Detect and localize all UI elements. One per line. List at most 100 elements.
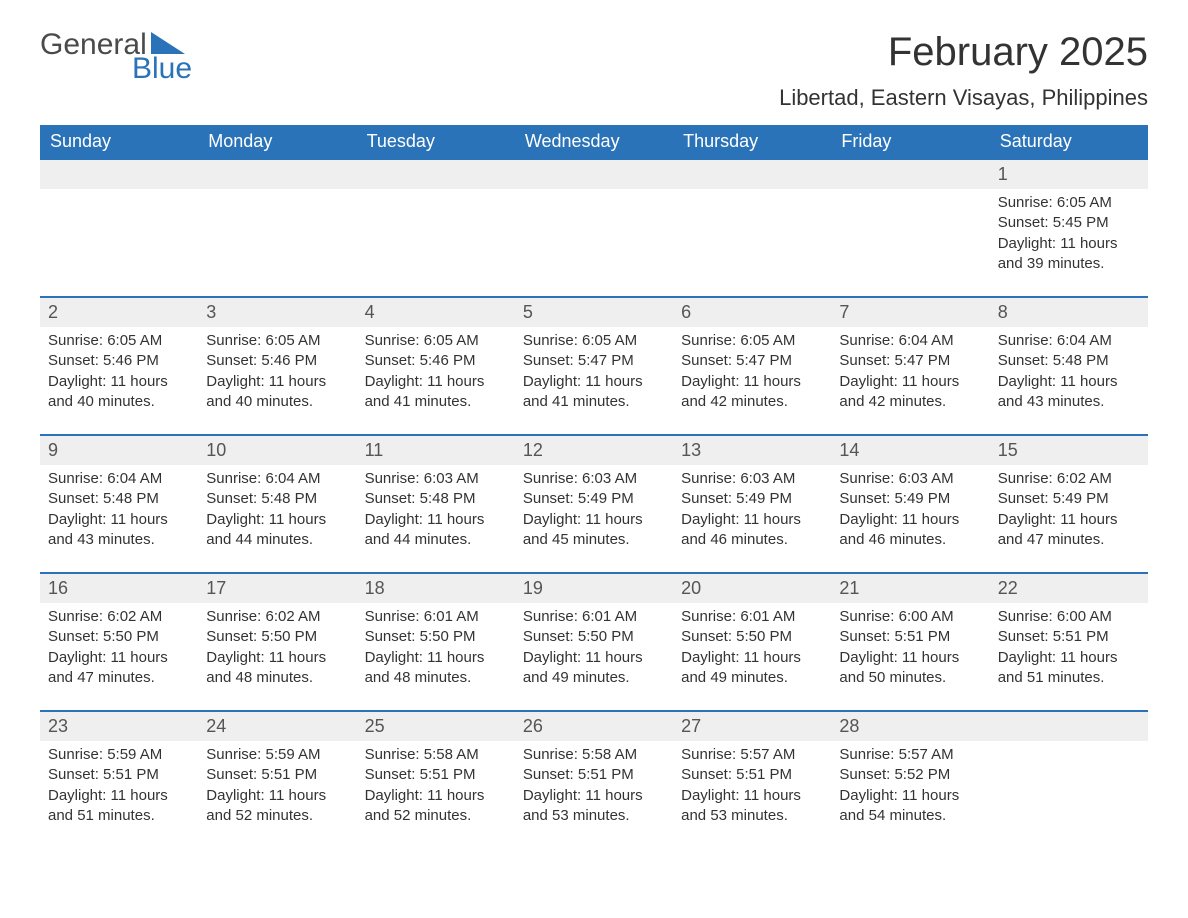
weekday-header: Sunday [40,125,198,159]
sunrise-line: Sunrise: 6:04 AM [48,469,190,489]
daylight-line: Daylight: 11 hours and 48 minutes. [365,648,507,689]
daylight-line: Daylight: 11 hours and 49 minutes. [523,648,665,689]
day-details: Sunrise: 5:59 AMSunset: 5:51 PMDaylight:… [206,745,348,826]
daylight-line: Daylight: 11 hours and 54 minutes. [839,786,981,827]
daynum-bar-empty [515,160,673,189]
calendar-cell-empty [515,159,673,297]
daylight-line: Daylight: 11 hours and 49 minutes. [681,648,823,689]
day-number: 14 [831,436,989,465]
sunrise-line: Sunrise: 6:05 AM [48,331,190,351]
day-details: Sunrise: 6:03 AMSunset: 5:48 PMDaylight:… [365,469,507,550]
daylight-line: Daylight: 11 hours and 51 minutes. [998,648,1140,689]
sunset-line: Sunset: 5:47 PM [839,351,981,371]
day-number: 1 [990,160,1148,189]
sunrise-line: Sunrise: 6:02 AM [48,607,190,627]
calendar-cell: 22Sunrise: 6:00 AMSunset: 5:51 PMDayligh… [990,573,1148,711]
daylight-line: Daylight: 11 hours and 39 minutes. [998,234,1140,275]
sunrise-line: Sunrise: 6:03 AM [839,469,981,489]
day-number: 23 [40,712,198,741]
daylight-line: Daylight: 11 hours and 44 minutes. [365,510,507,551]
calendar-cell: 10Sunrise: 6:04 AMSunset: 5:48 PMDayligh… [198,435,356,573]
calendar-cell: 1Sunrise: 6:05 AMSunset: 5:45 PMDaylight… [990,159,1148,297]
sunset-line: Sunset: 5:50 PM [523,627,665,647]
day-number: 27 [673,712,831,741]
day-number: 6 [673,298,831,327]
weekday-header: Wednesday [515,125,673,159]
sunset-line: Sunset: 5:51 PM [681,765,823,785]
sunset-line: Sunset: 5:50 PM [365,627,507,647]
calendar-cell-empty [357,159,515,297]
day-details: Sunrise: 6:04 AMSunset: 5:47 PMDaylight:… [839,331,981,412]
calendar-week-row: 23 Sunrise: 5:59 AMSunset: 5:51 PMDayligh… [40,711,1148,848]
day-details: Sunrise: 6:05 AMSunset: 5:47 PMDaylight:… [523,331,665,412]
sunset-line: Sunset: 5:49 PM [681,489,823,509]
day-details: Sunrise: 6:05 AMSunset: 5:47 PMDaylight:… [681,331,823,412]
sunrise-line: Sunrise: 6:03 AM [681,469,823,489]
day-number: 26 [515,712,673,741]
day-details: Sunrise: 5:58 AMSunset: 5:51 PMDaylight:… [523,745,665,826]
day-number: 22 [990,574,1148,603]
sunset-line: Sunset: 5:49 PM [523,489,665,509]
sunrise-line: Sunrise: 5:57 AM [839,745,981,765]
day-number: 24 [198,712,356,741]
day-number: 16 [40,574,198,603]
sunset-line: Sunset: 5:51 PM [365,765,507,785]
sunrise-line: Sunrise: 6:04 AM [998,331,1140,351]
sunset-line: Sunset: 5:48 PM [48,489,190,509]
sunrise-line: Sunrise: 6:04 AM [839,331,981,351]
sunset-line: Sunset: 5:49 PM [839,489,981,509]
calendar-cell: 14Sunrise: 6:03 AMSunset: 5:49 PMDayligh… [831,435,989,573]
calendar-cell: 26 Sunrise: 5:58 AMSunset: 5:51 PMDayligh… [515,711,673,848]
sunset-line: Sunset: 5:51 PM [206,765,348,785]
calendar-cell: 21Sunrise: 6:00 AMSunset: 5:51 PMDayligh… [831,573,989,711]
sunset-line: Sunset: 5:46 PM [365,351,507,371]
sunrise-line: Sunrise: 5:58 AM [523,745,665,765]
sunset-line: Sunset: 5:48 PM [206,489,348,509]
day-number: 28 [831,712,989,741]
day-number: 21 [831,574,989,603]
day-number: 12 [515,436,673,465]
calendar-cell: 3Sunrise: 6:05 AMSunset: 5:46 PMDaylight… [198,297,356,435]
daylight-line: Daylight: 11 hours and 52 minutes. [365,786,507,827]
calendar-week-row: 2Sunrise: 6:05 AMSunset: 5:46 PMDaylight… [40,297,1148,435]
calendar-cell: 24 Sunrise: 5:59 AMSunset: 5:51 PMDayligh… [198,711,356,848]
location-subtitle: Libertad, Eastern Visayas, Philippines [779,85,1148,111]
calendar-cell: 5 Sunrise: 6:05 AMSunset: 5:47 PMDaylight… [515,297,673,435]
calendar-week-row: 9Sunrise: 6:04 AMSunset: 5:48 PMDaylight… [40,435,1148,573]
sunrise-line: Sunrise: 6:03 AM [523,469,665,489]
daylight-line: Daylight: 11 hours and 40 minutes. [48,372,190,413]
day-number: 15 [990,436,1148,465]
calendar-cell: 17Sunrise: 6:02 AMSunset: 5:50 PMDayligh… [198,573,356,711]
sunset-line: Sunset: 5:50 PM [681,627,823,647]
day-number: 9 [40,436,198,465]
sunset-line: Sunset: 5:47 PM [681,351,823,371]
sunset-line: Sunset: 5:50 PM [48,627,190,647]
calendar-cell: 27Sunrise: 5:57 AMSunset: 5:51 PMDayligh… [673,711,831,848]
sunset-line: Sunset: 5:52 PM [839,765,981,785]
weekday-header-row: SundayMondayTuesdayWednesdayThursdayFrid… [40,125,1148,159]
daylight-line: Daylight: 11 hours and 40 minutes. [206,372,348,413]
page-header: General Blue February 2025 Libertad, Eas… [40,30,1148,119]
daylight-line: Daylight: 11 hours and 53 minutes. [681,786,823,827]
day-number: 25 [357,712,515,741]
daylight-line: Daylight: 11 hours and 53 minutes. [523,786,665,827]
sunrise-line: Sunrise: 6:02 AM [206,607,348,627]
sunset-line: Sunset: 5:46 PM [48,351,190,371]
daynum-bar-empty [40,160,198,189]
calendar-cell: 7Sunrise: 6:04 AMSunset: 5:47 PMDaylight… [831,297,989,435]
sunrise-line: Sunrise: 6:01 AM [681,607,823,627]
daylight-line: Daylight: 11 hours and 47 minutes. [48,648,190,689]
sunrise-line: Sunrise: 6:00 AM [998,607,1140,627]
daylight-line: Daylight: 11 hours and 45 minutes. [523,510,665,551]
day-details: Sunrise: 6:04 AMSunset: 5:48 PMDaylight:… [206,469,348,550]
daylight-line: Daylight: 11 hours and 50 minutes. [839,648,981,689]
day-number: 5 [515,298,673,327]
calendar-cell-empty [990,711,1148,848]
day-number: 20 [673,574,831,603]
sunrise-line: Sunrise: 6:05 AM [681,331,823,351]
day-details: Sunrise: 6:05 AMSunset: 5:46 PMDaylight:… [206,331,348,412]
day-details: Sunrise: 5:59 AMSunset: 5:51 PMDaylight:… [48,745,190,826]
sunset-line: Sunset: 5:50 PM [206,627,348,647]
sunrise-line: Sunrise: 6:00 AM [839,607,981,627]
calendar-cell: 16 Sunrise: 6:02 AMSunset: 5:50 PMDayligh… [40,573,198,711]
